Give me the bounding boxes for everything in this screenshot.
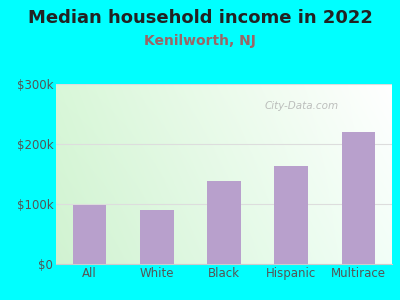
Text: Kenilworth, NJ: Kenilworth, NJ	[144, 34, 256, 49]
Text: City-Data.com: City-Data.com	[264, 100, 338, 111]
Text: Median household income in 2022: Median household income in 2022	[28, 9, 372, 27]
Bar	[342, 132, 375, 264]
Bar	[73, 205, 106, 264]
Bar	[274, 166, 308, 264]
Bar	[207, 181, 241, 264]
Bar	[140, 210, 174, 264]
